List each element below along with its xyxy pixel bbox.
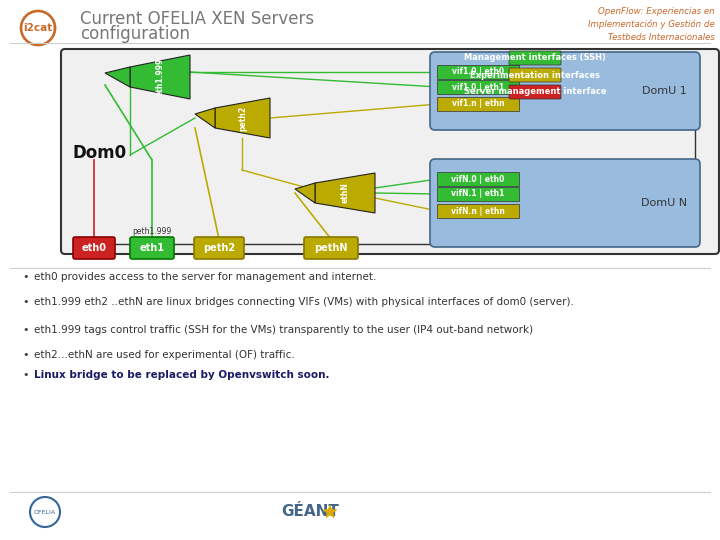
Text: •: • (22, 350, 29, 360)
FancyBboxPatch shape (509, 68, 561, 82)
Polygon shape (323, 505, 337, 518)
Polygon shape (315, 173, 375, 213)
Text: vif1.0 | eth0: vif1.0 | eth0 (452, 68, 504, 77)
Text: eth1.999 tags control traffic (SSH for the VMs) transparently to the user (IP4 o: eth1.999 tags control traffic (SSH for t… (34, 325, 533, 335)
FancyBboxPatch shape (61, 49, 719, 254)
Text: Linux bridge to be replaced by Openvswitch soon.: Linux bridge to be replaced by Openvswit… (34, 370, 330, 380)
Text: •: • (22, 370, 29, 380)
FancyBboxPatch shape (437, 204, 519, 218)
Text: vif1.n | ethn: vif1.n | ethn (451, 99, 504, 109)
Text: vifN.0 | eth0: vifN.0 | eth0 (451, 174, 505, 184)
Polygon shape (195, 108, 215, 128)
Text: eth1.999 eth2 ..ethN are linux bridges connecting VIFs (VMs) with physical inter: eth1.999 eth2 ..ethN are linux bridges c… (34, 297, 574, 307)
FancyBboxPatch shape (437, 65, 519, 79)
Text: eth2...ethN are used for experimental (OF) traffic.: eth2...ethN are used for experimental (O… (34, 350, 294, 360)
FancyBboxPatch shape (73, 237, 115, 259)
Polygon shape (105, 67, 130, 87)
FancyBboxPatch shape (437, 80, 519, 94)
Text: vifN.1 | eth1: vifN.1 | eth1 (451, 190, 505, 199)
FancyBboxPatch shape (130, 237, 174, 259)
Text: •: • (22, 297, 29, 307)
Text: i2cat: i2cat (23, 23, 53, 33)
Text: vifN.n | ethn: vifN.n | ethn (451, 206, 505, 215)
FancyBboxPatch shape (304, 237, 358, 259)
Text: •: • (22, 272, 29, 282)
FancyBboxPatch shape (509, 85, 561, 99)
FancyBboxPatch shape (509, 51, 561, 65)
Text: ethN: ethN (341, 183, 349, 204)
Text: vif1.0 | eth1: vif1.0 | eth1 (452, 83, 504, 91)
Text: pethN: pethN (314, 243, 348, 253)
FancyBboxPatch shape (437, 187, 519, 201)
FancyBboxPatch shape (437, 172, 519, 186)
FancyBboxPatch shape (430, 159, 700, 247)
Text: peth1.999: peth1.999 (132, 227, 171, 236)
FancyBboxPatch shape (437, 97, 519, 111)
Text: configuration: configuration (80, 25, 190, 43)
Text: DomU 1: DomU 1 (642, 86, 687, 96)
Text: GÉANT: GÉANT (281, 504, 339, 519)
Text: eth0: eth0 (81, 243, 107, 253)
Text: Current OFELIA XEN Servers: Current OFELIA XEN Servers (80, 10, 314, 28)
Text: eth1: eth1 (140, 243, 164, 253)
Text: peth2: peth2 (238, 105, 247, 131)
Text: Experimentation interfaces: Experimentation interfaces (470, 71, 600, 79)
Text: Management interfaces (SSH): Management interfaces (SSH) (464, 53, 606, 63)
Text: DomU N: DomU N (641, 198, 687, 208)
Text: OpenFlow: Experiencias en
Implementación y Gestión de
Testbeds Internacionales: OpenFlow: Experiencias en Implementación… (588, 7, 715, 42)
Polygon shape (295, 183, 315, 203)
Text: •: • (22, 325, 29, 335)
Text: peth2: peth2 (203, 243, 235, 253)
Text: Server management interface: Server management interface (464, 87, 606, 97)
Text: eth1.999: eth1.999 (156, 58, 164, 96)
Text: OFELIA: OFELIA (34, 510, 56, 515)
Polygon shape (130, 55, 190, 99)
Text: Dom0: Dom0 (72, 144, 126, 162)
Polygon shape (215, 98, 270, 138)
Text: eth0 provides access to the server for management and internet.: eth0 provides access to the server for m… (34, 272, 377, 282)
FancyBboxPatch shape (430, 52, 700, 130)
FancyBboxPatch shape (194, 237, 244, 259)
